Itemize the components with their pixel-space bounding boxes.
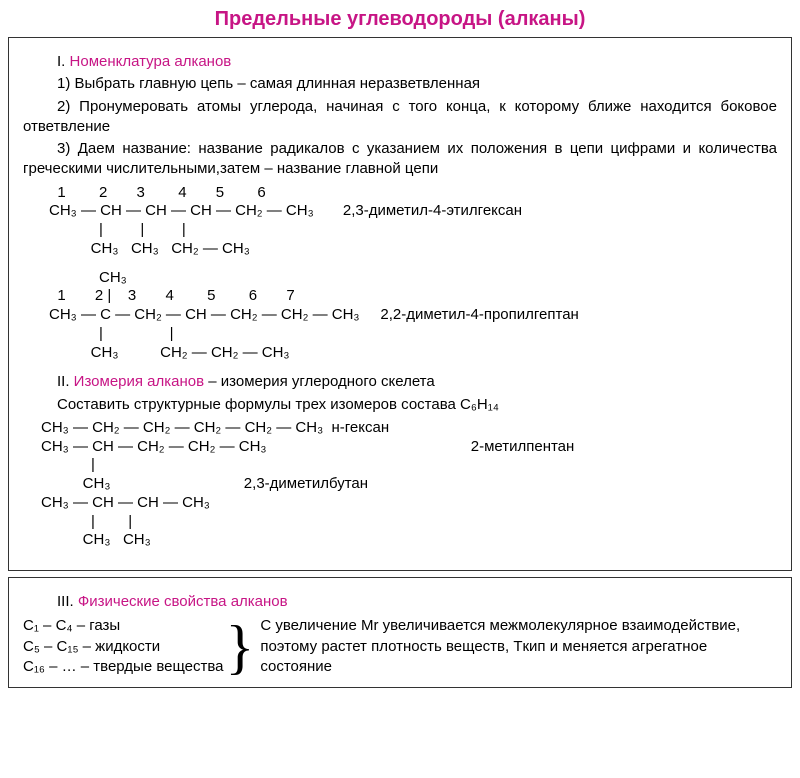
sec1-title: Номенклатура алканов	[70, 53, 232, 70]
physical-row: С₁ – С₄ – газы С₅ – С₁₅ – жидкости С₁₆ –…	[23, 616, 777, 677]
sec1-num: I.	[57, 53, 70, 70]
brace-icon: }	[226, 621, 255, 673]
sec1-item1: 1) Выбрать главную цепь – самая длинная …	[23, 74, 777, 94]
page-title: Предельные углеводороды (алканы)	[8, 8, 792, 31]
sec3-num: III.	[57, 593, 78, 610]
section1-heading: I. Номенклатура алканов	[23, 52, 777, 72]
sec2-num: II.	[57, 373, 74, 390]
physical-box: III. Физические свойства алканов С₁ – С₄…	[8, 577, 792, 688]
main-box: I. Номенклатура алканов 1) Выбрать главн…	[8, 37, 792, 571]
sec2-title: Изомерия алканов	[74, 373, 204, 390]
sec1-item3: 3) Даем название: название радикалов с у…	[23, 139, 777, 180]
structure-2: СН₃ 1 2 | 3 4 5 6 7 СН₃ — С — СН₂ — СН —…	[49, 269, 777, 363]
physical-right: С увеличение Mr увеличивается межмолекул…	[260, 616, 777, 677]
sec3-title: Физические свойства алканов	[78, 593, 288, 610]
section3-heading: III. Физические свойства алканов	[23, 592, 777, 612]
isomers-block: СН₃ — СН₂ — СН₂ — СН₂ — СН₂ — СН₃ н-гекс…	[41, 419, 777, 550]
structure-1: 1 2 3 4 5 6 СН₃ — СН — СН — СН — СН₂ — С…	[49, 184, 777, 259]
sec1-item2: 2) Пронумеровать атомы углерода, начиная…	[23, 97, 777, 138]
sec2-task: Составить структурные формулы трех изоме…	[23, 395, 777, 415]
physical-left: С₁ – С₄ – газы С₅ – С₁₅ – жидкости С₁₆ –…	[23, 616, 224, 677]
section2-heading: II. Изомерия алканов – изомерия углеродн…	[23, 372, 777, 392]
sec2-tail: – изомерия углеродного скелета	[204, 373, 435, 390]
